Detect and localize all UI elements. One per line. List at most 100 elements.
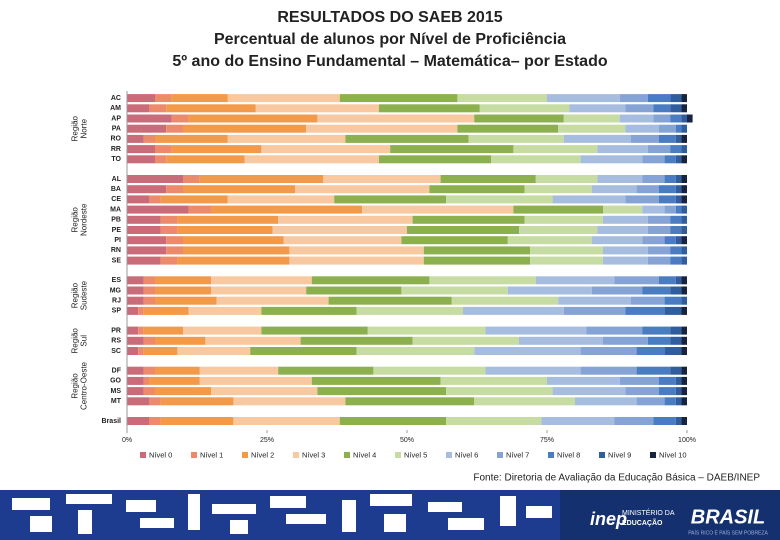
bar-segment: [166, 124, 183, 133]
category-label: PR: [111, 327, 121, 334]
bar-segment: [423, 246, 531, 255]
bar-segment: [250, 347, 357, 355]
bar-segment: [513, 205, 603, 214]
category-label: ES: [112, 277, 122, 284]
bar-segment: [171, 145, 262, 154]
bar-segment: [440, 376, 547, 385]
bar-segment: [457, 94, 547, 103]
bar-segment: [670, 256, 682, 265]
bar-segment: [127, 286, 144, 295]
legend-swatch: [242, 452, 248, 458]
bar-segment: [513, 145, 598, 154]
bar-segment: [155, 387, 211, 396]
bar-segment: [149, 376, 200, 385]
bar-segment: [687, 114, 693, 123]
bar-segment: [647, 94, 671, 103]
source-note: Fonte: Diretoria de Avaliação da Educaçã…: [473, 473, 760, 484]
legend-label: Nível 8: [557, 450, 580, 459]
bar-segment: [211, 387, 318, 396]
legend-swatch: [191, 452, 197, 458]
bar-segment: [642, 175, 665, 183]
bar-segment: [653, 104, 671, 113]
bar-segment: [311, 276, 430, 285]
category-label: MA: [110, 206, 121, 213]
bar-segment: [127, 366, 144, 375]
bar-segment: [407, 226, 519, 234]
bar-segment: [183, 326, 262, 335]
category-label: PE: [112, 227, 122, 234]
bar-segment: [647, 145, 671, 154]
bar-segment: [681, 276, 687, 285]
bar-segment: [675, 134, 682, 143]
bar-segment: [530, 246, 603, 255]
category-label: MT: [111, 398, 122, 405]
bar-segment: [664, 155, 676, 164]
category-label: PA: [112, 126, 121, 133]
bar-segment: [575, 397, 637, 406]
bar-segment: [177, 347, 251, 355]
bar-segment: [614, 417, 654, 425]
bar-segment: [127, 336, 144, 345]
bar-segment: [485, 366, 581, 375]
bar-segment: [199, 376, 312, 385]
bar-segment: [681, 155, 687, 164]
category-label: PI: [114, 237, 121, 244]
legend-label: Nível 0: [149, 450, 172, 459]
bar-segment: [681, 306, 687, 315]
bar-segment: [143, 326, 183, 335]
bar-segment: [127, 347, 139, 355]
bar-segment: [675, 417, 682, 425]
x-tick-label: 25%: [260, 437, 274, 444]
bar-segment: [681, 376, 687, 385]
chart-title: RESULTADOS DO SAEB 2015: [277, 9, 502, 26]
bar-segment: [625, 104, 654, 113]
bar-segment: [306, 124, 458, 133]
bar-segment: [597, 175, 643, 183]
bar-segment: [149, 195, 161, 204]
bar-segment: [127, 155, 155, 164]
bar-segment: [155, 94, 172, 103]
bar-segment: [127, 175, 183, 183]
bar-segment: [429, 276, 536, 285]
bar-segment: [670, 366, 682, 375]
bar-segment: [681, 326, 687, 335]
bar-segment: [552, 387, 626, 396]
bar-segment: [379, 155, 491, 164]
bar-segment: [675, 205, 682, 214]
group-label: RegiãoCentro-Oeste: [71, 361, 89, 410]
bar-segment: [143, 336, 155, 345]
bar-segment: [199, 175, 323, 183]
bar-segment: [681, 336, 687, 345]
legend-label: Nível 1: [200, 450, 223, 459]
bar-segment: [143, 134, 155, 143]
bar-segment: [647, 215, 671, 224]
bar-segment: [625, 124, 659, 133]
bar-segment: [681, 205, 687, 214]
bar-segment: [659, 185, 676, 194]
bar-segment: [535, 175, 598, 183]
bar-segment: [664, 236, 676, 245]
bar-segment: [317, 114, 475, 123]
bar-segment: [272, 226, 407, 234]
bar-segment: [675, 276, 682, 285]
bar-segment: [681, 104, 687, 113]
category-label: CE: [111, 196, 121, 203]
bar-segment: [653, 114, 671, 123]
bar-segment: [681, 236, 687, 245]
bar-segment: [188, 306, 262, 315]
bar-segment: [429, 185, 525, 194]
bar-segment: [127, 306, 139, 315]
bar-segment: [653, 417, 676, 425]
bar-segment: [345, 134, 469, 143]
bar-segment: [519, 226, 598, 234]
bar-segment: [155, 276, 211, 285]
bar-segment: [664, 347, 682, 355]
bar-segment: [177, 215, 279, 224]
legend-swatch: [344, 452, 350, 458]
bar-segment: [670, 336, 682, 345]
bar-segment: [412, 215, 525, 224]
bar-segment: [143, 276, 155, 285]
legend-label: Nível 4: [353, 450, 376, 459]
bar-segment: [440, 175, 536, 183]
legend-swatch: [446, 452, 452, 458]
